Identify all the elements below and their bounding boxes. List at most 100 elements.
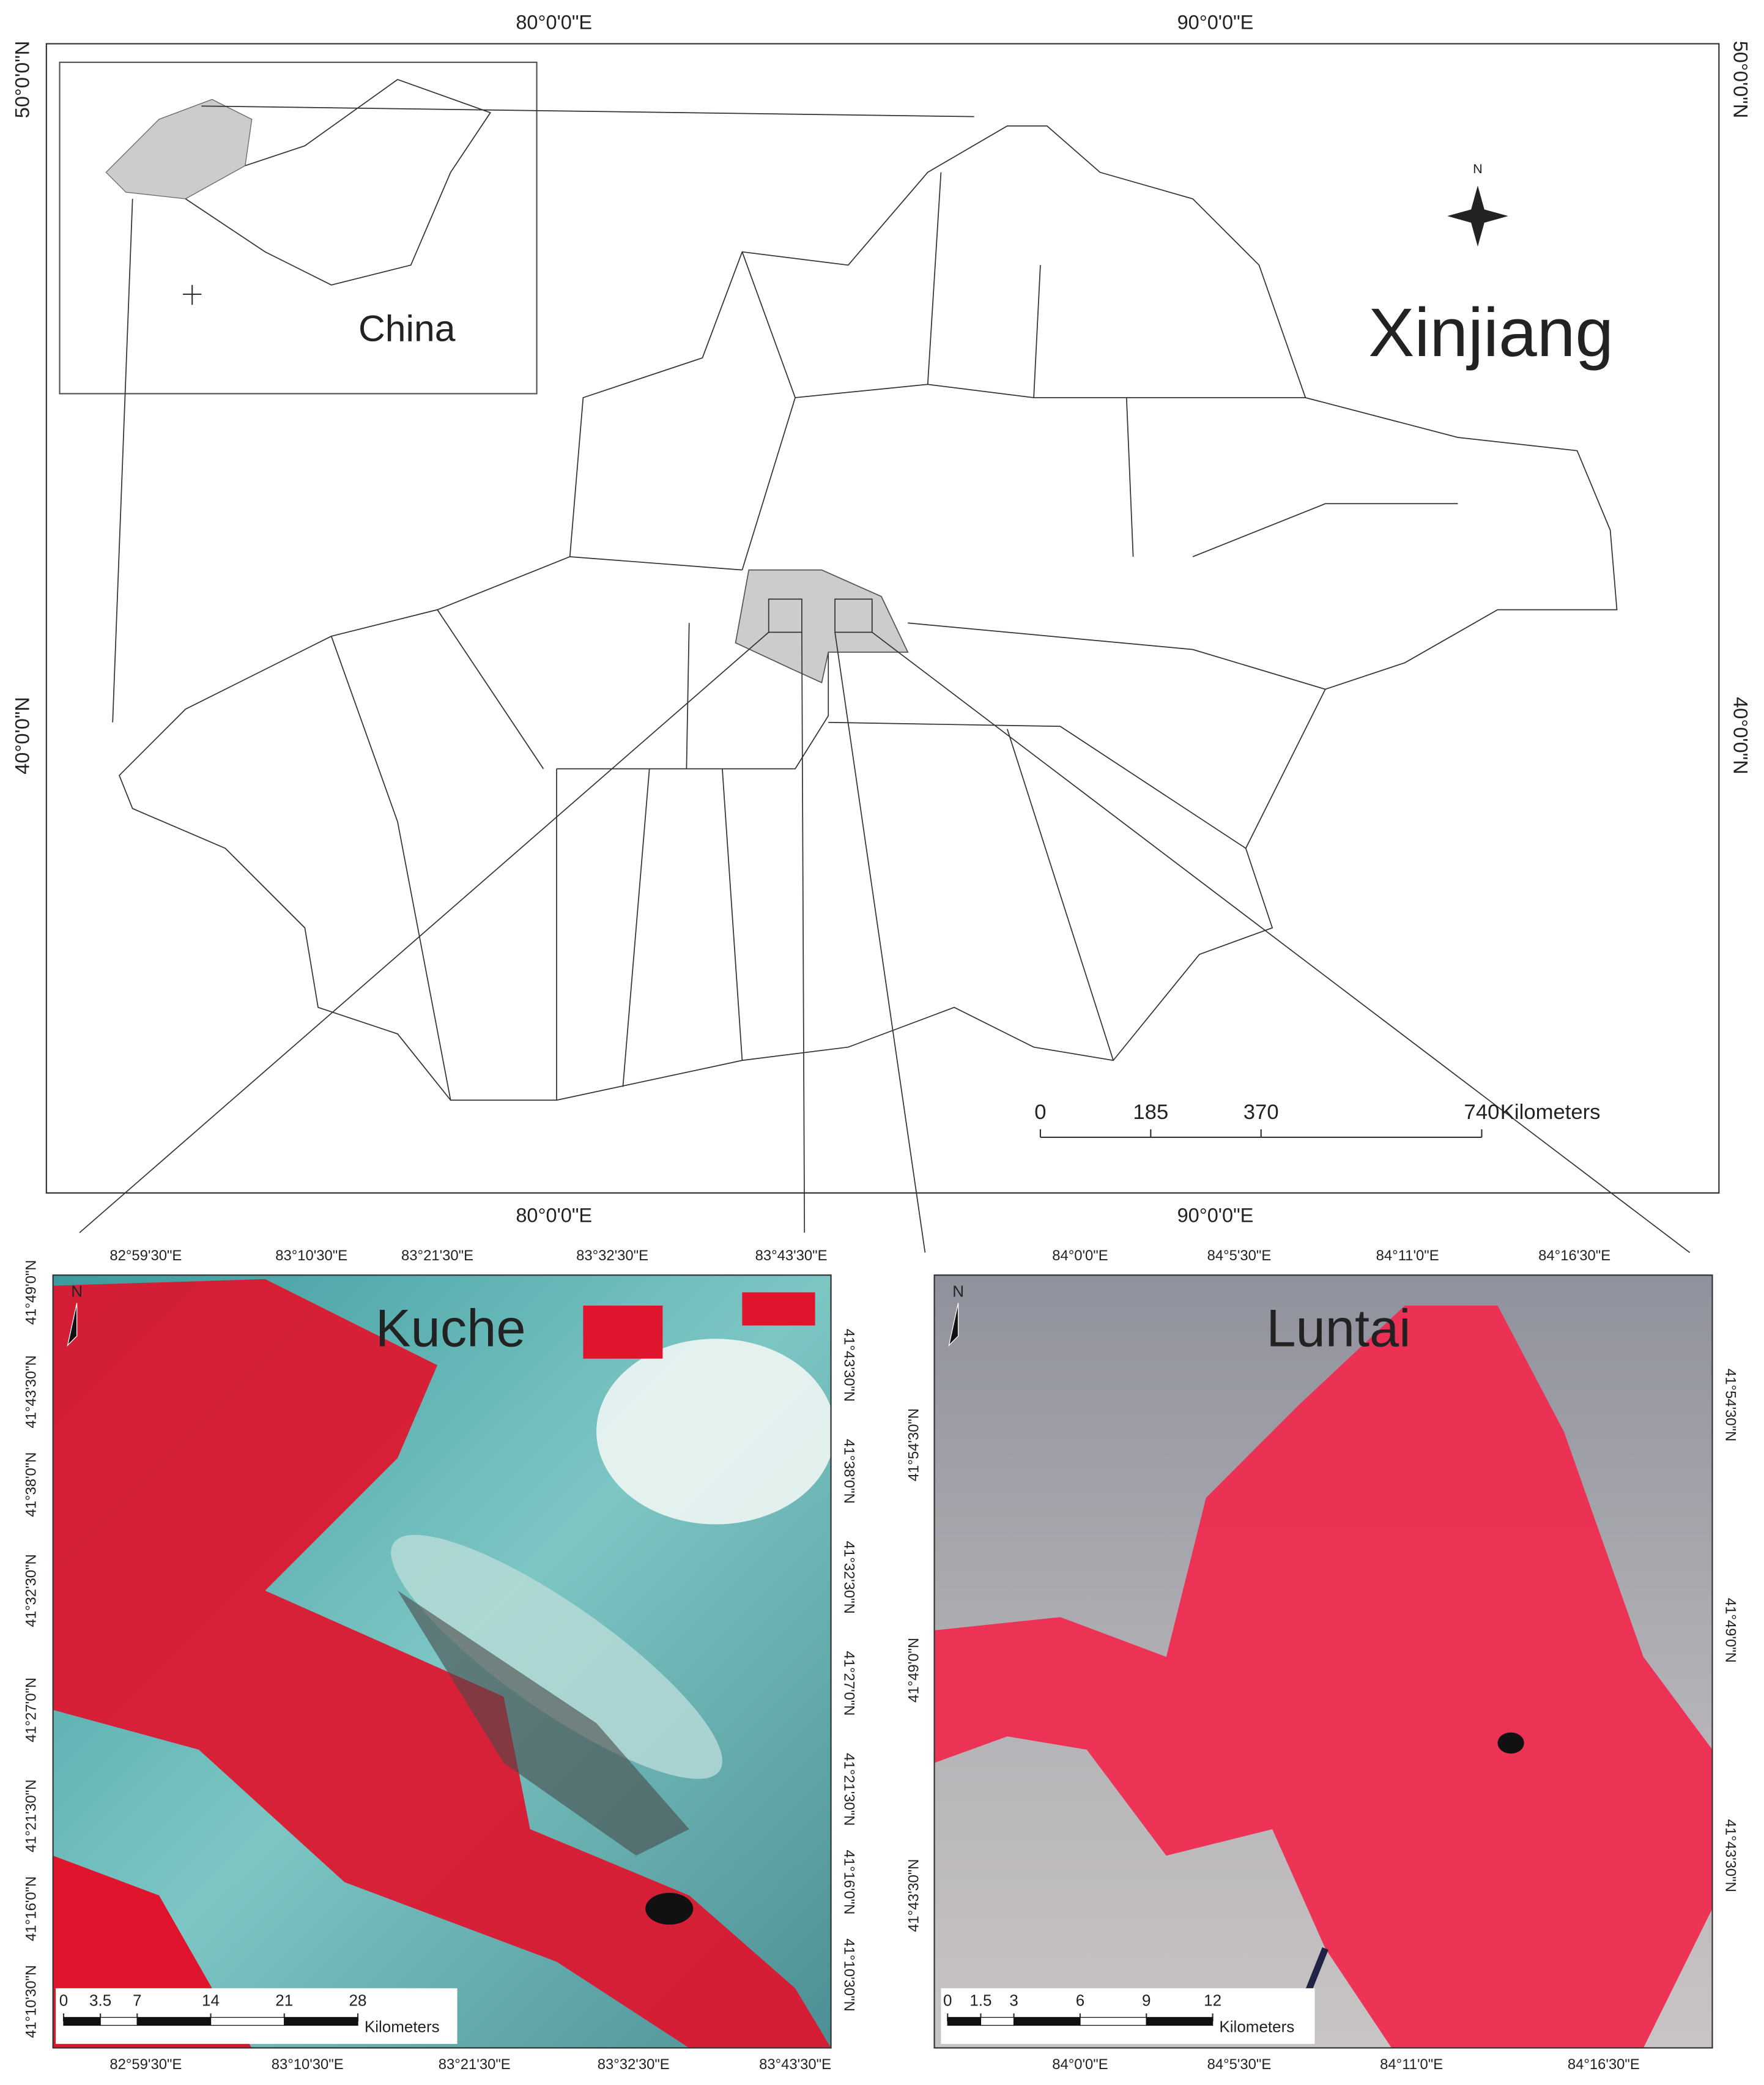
scale-segment <box>63 2016 101 2026</box>
lat-label: 41°38'0"N <box>23 1452 39 1517</box>
lon-label: 90°0'0"E <box>1177 1204 1254 1226</box>
lon-label: 90°0'0"E <box>1177 12 1254 34</box>
lat-label: 41°32'30"N <box>23 1554 39 1627</box>
lon-label: 83°43'30"E <box>759 2056 831 2073</box>
lon-label: 82°59'30"E <box>109 1247 182 1264</box>
north-arrow <box>948 1303 959 1347</box>
scale-segment <box>210 2016 285 2026</box>
kuche-frame <box>52 1274 832 2049</box>
leader-lines <box>79 105 1691 1254</box>
lat-label: 41°21'30"N <box>23 1780 39 1853</box>
lat-label: 41°21'30"N <box>840 1753 857 1826</box>
scale-unit: Kilometers <box>365 2018 440 2036</box>
lon-label: 83°10'30"E <box>272 2056 344 2073</box>
xinjiang-outline <box>118 125 1618 1101</box>
north-label: N <box>952 1282 964 1300</box>
lat-label: 40°0'0"N <box>12 697 34 775</box>
luntai-frame <box>933 1274 1713 2049</box>
north-label: N <box>71 1282 83 1300</box>
north-arrow <box>1447 185 1508 247</box>
north-arrow <box>67 1303 78 1347</box>
scale-segment <box>1080 2016 1147 2026</box>
inset-cross <box>183 284 202 305</box>
kuche-scale-bg <box>56 1988 458 2044</box>
lat-label: 40°0'0"N <box>1729 697 1751 775</box>
inset-china <box>185 79 492 286</box>
scale-label: 0 <box>943 1991 952 2009</box>
inset-frame <box>59 61 538 395</box>
lon-label: 84°0'0"E <box>1052 2056 1108 2073</box>
scale-unit: Kilometers <box>1500 1101 1601 1124</box>
lon-label: 83°21'30"E <box>401 1247 473 1264</box>
lat-label: 41°49'0"N <box>23 1260 39 1325</box>
lat-label: 41°43'30"N <box>840 1329 857 1402</box>
lon-label: 83°10'30"E <box>275 1247 347 1264</box>
lat-label: 41°10'30"N <box>840 1939 857 2012</box>
scale-segment <box>1146 2016 1214 2026</box>
lat-label: 41°43'30"N <box>1722 1819 1738 1892</box>
lat-label: 41°43'30"N <box>905 1859 922 1932</box>
lat-label: 50°0'0"N <box>12 41 34 119</box>
lat-label: 41°32'30"N <box>840 1541 857 1614</box>
lon-label: 84°0'0"E <box>1052 1247 1108 1264</box>
kuche-image <box>53 1275 831 2048</box>
panel-title: Kuche <box>376 1299 526 1358</box>
lon-label: 84°16'30"E <box>1538 1247 1610 1264</box>
scale-label: 21 <box>275 1991 293 2009</box>
scale-segment <box>947 2016 982 2026</box>
lon-label: 84°11'0"E <box>1376 1247 1439 1264</box>
scale-segment <box>100 2016 138 2026</box>
lon-label: 83°43'30"E <box>755 1247 828 1264</box>
scale-label: 3 <box>1009 1991 1018 2009</box>
lon-label: 83°32'30"E <box>598 2056 670 2073</box>
kuche-box <box>768 598 802 633</box>
lon-label: 84°5'30"E <box>1207 1247 1272 1264</box>
lat-label: 41°27'0"N <box>23 1678 39 1742</box>
lon-label: 84°16'30"E <box>1568 2056 1640 2073</box>
scale-unit: Kilometers <box>1219 2018 1294 2036</box>
lon-label: 80°0'0"E <box>516 12 592 34</box>
lat-label: 41°54'30"N <box>1722 1369 1738 1441</box>
scale-label: 0 <box>59 1991 68 2009</box>
lat-label: 41°43'30"N <box>23 1355 39 1428</box>
inset-label: China <box>358 308 456 349</box>
luntai-box <box>834 598 873 633</box>
lat-label: 41°54'30"N <box>905 1408 922 1481</box>
panel-title: Luntai <box>1266 1299 1410 1358</box>
scale-label: 28 <box>349 1991 367 2009</box>
scale-label: 1.5 <box>969 1991 991 2009</box>
lat-label: 41°27'0"N <box>840 1651 857 1716</box>
luntai-image <box>934 1275 1713 2048</box>
lat-label: 41°49'0"N <box>905 1638 922 1703</box>
scale-label: 14 <box>202 1991 220 2009</box>
scale-segment <box>136 2016 212 2026</box>
scale-label: 6 <box>1076 1991 1084 2009</box>
lat-label: 41°38'0"N <box>840 1439 857 1504</box>
lon-label: 84°5'30"E <box>1207 2056 1272 2073</box>
scale-segment <box>980 2016 1015 2026</box>
study-region <box>735 569 909 684</box>
scale-segment <box>284 2016 358 2026</box>
scale-label: 0 <box>1034 1101 1046 1124</box>
lat-label: 41°16'0"N <box>23 1876 39 1941</box>
lon-label: 83°32'30"E <box>576 1247 648 1264</box>
north-label: N <box>1473 161 1483 176</box>
lon-label: 82°59'30"E <box>109 2056 182 2073</box>
scale-label: 370 <box>1243 1101 1279 1124</box>
scale-segment <box>1013 2016 1081 2026</box>
county-lines <box>330 172 1458 1101</box>
scale-label: 12 <box>1204 1991 1221 2009</box>
luntai-scale-bg <box>941 1988 1315 2044</box>
scale-label: 740 <box>1464 1101 1500 1124</box>
scale-label: 9 <box>1142 1991 1151 2009</box>
region-label: Xinjiang <box>1368 294 1614 371</box>
lat-label: 41°49'0"N <box>1722 1598 1738 1663</box>
scale-label: 185 <box>1133 1101 1168 1124</box>
scale-label: 3.5 <box>89 1991 111 2009</box>
lon-label: 80°0'0"E <box>516 1204 592 1226</box>
lon-label: 83°21'30"E <box>439 2056 511 2073</box>
scale-label: 7 <box>133 1991 141 2009</box>
lon-label: 84°11'0"E <box>1380 2056 1443 2073</box>
lat-label: 50°0'0"N <box>1729 41 1751 119</box>
